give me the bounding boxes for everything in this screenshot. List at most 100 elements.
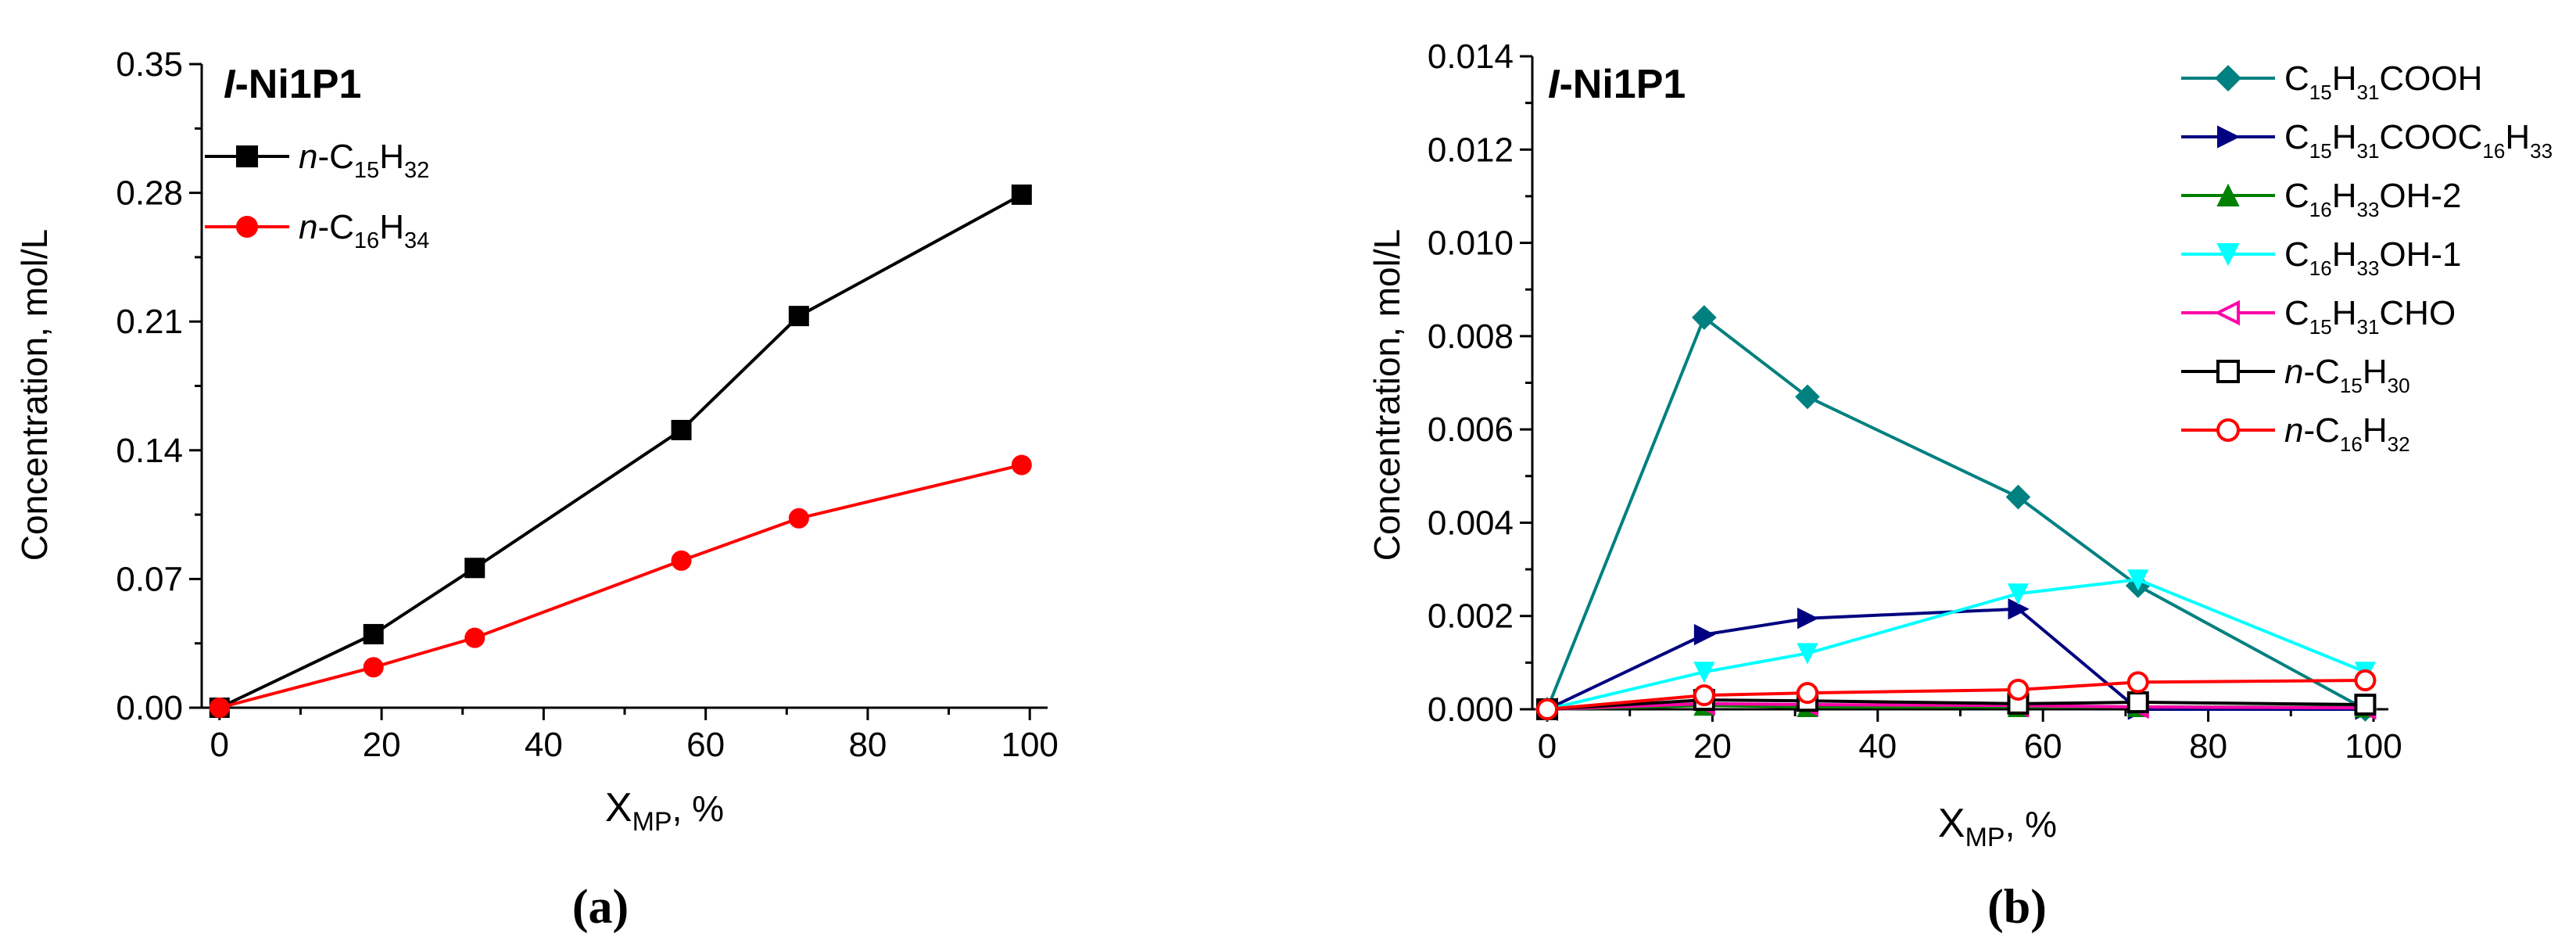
panel-b-y-tick-label: 0.010 (1428, 224, 1514, 263)
panel-b-legend-entry: C16H33OH-1 (2181, 235, 2462, 280)
panel-b-data-point (1693, 684, 1715, 707)
panel-b-data-point (1797, 643, 1818, 665)
panel-b-legend-entry: C16H33OH-2 (2181, 177, 2462, 221)
panel-b-data-point (1536, 698, 1559, 720)
panel-b-y-tick-label: 0.014 (1428, 38, 1514, 76)
panel-a-series-1 (209, 184, 1032, 718)
panel-b-x-tick-label: 60 (2024, 727, 2062, 766)
panel-a-legend-label: n-C16H34 (299, 208, 429, 253)
panel-a-x-tick-label: 0 (210, 726, 229, 764)
panel-a-data-point (363, 657, 384, 678)
panel-b-data-point (2354, 669, 2377, 692)
panel-b-series-line (1546, 314, 2366, 711)
panel-b-legend-label: n-C16H32 (2284, 411, 2410, 456)
panel-b-caption: (b) (1987, 881, 2047, 934)
panel-b-y-tick-label: 0.008 (1428, 317, 1514, 356)
panel-a: 0 20 40 60 80 100 0.00 0.07 0.14 0.21 0.28 0.35 n-C… (14, 45, 1059, 934)
panel-b-legend-marker (2216, 418, 2240, 442)
panel-b-legend-label: C16H33OH-1 (2284, 235, 2462, 280)
panel-b-legend-label: n-C15H30 (2284, 353, 2410, 397)
panel-b-legend-entry: C15H31COOC16H33 (2181, 118, 2553, 163)
panel-b-legend-marker (2217, 125, 2241, 149)
panel-a-data-point (671, 550, 692, 571)
panel-b-y-tick-label: 0.006 (1428, 411, 1514, 449)
panel-b-data-point (2126, 691, 2149, 714)
panel-b-series-line (1546, 607, 2366, 711)
panel-a-data-point (1011, 184, 1032, 205)
panel-b-legend-label: C16H33OH-2 (2284, 177, 2462, 221)
panel-b-data-point (1692, 305, 1717, 330)
panel-a-x-tick-label: 40 (525, 726, 563, 764)
panel-a-y-tick-label: 0.21 (116, 303, 183, 341)
panel-b-x-axis-title: XMP, % (1938, 801, 2057, 852)
panel-a-data-point (464, 627, 485, 648)
panel-b-legend-entry: n-C16H32 (2181, 411, 2410, 456)
panel-b-series-1 (1535, 305, 2378, 722)
panel-a-x-tick-label: 80 (848, 726, 887, 764)
panel-a-x-axis-title: XMP, % (605, 785, 724, 837)
panel-b-legend-label: C15H31COOH (2284, 59, 2482, 104)
panel-b-legend-marker (2216, 183, 2240, 206)
panel-a-legend-label: n-C15H32 (299, 138, 429, 183)
panel-b-series-line (1546, 701, 2366, 711)
panel-b-series-line (1546, 578, 2366, 711)
panel-b-legend-marker (2216, 360, 2240, 383)
panel-b-y-tick-label: 0.000 (1428, 691, 1514, 729)
panel-b-x-tick-label: 100 (2345, 727, 2402, 766)
panel-a-y-tick-label: 0.35 (116, 45, 183, 84)
panel-b-data-point (2126, 671, 2149, 694)
panel-a-x-tick-label: 20 (363, 726, 401, 764)
panel-a-data-point (464, 558, 485, 579)
panel-b-series (1534, 305, 2378, 722)
panel-a-x-tick-label: 60 (686, 726, 725, 764)
panel-b-series-2 (1537, 598, 2377, 720)
panel-a-title: I-Ni1P1 (224, 62, 361, 107)
panel-b-legend-marker (2214, 64, 2242, 92)
panel-b-y-axis-title: Concentration, mol/L (1367, 229, 1407, 561)
panel-b-legend-label: C15H31COOC16H33 (2284, 118, 2553, 163)
panel-b-series-7 (1536, 669, 2377, 720)
panel-a-data-point (788, 306, 809, 327)
panel-b-series-line (1546, 698, 2366, 711)
panel-b-data-point (2007, 678, 2030, 701)
panel-b-data-point (2127, 569, 2149, 591)
panel-a-series-line (218, 193, 1023, 709)
panel-a-data-point (671, 419, 692, 440)
panel-b-data-point (1693, 662, 1715, 683)
panel-b: 0 20 40 60 80 100 0.000 0.002 0.004 0.006 0.008 0.0… (1367, 38, 2553, 934)
panel-b-data-point (2005, 484, 2031, 510)
panel-b-x-tick-label: 20 (1693, 727, 1732, 766)
panel-b-legend-entry: C15H31CHO (2181, 294, 2456, 339)
panel-b-title: I-Ni1P1 (1548, 62, 1686, 107)
panel-b-axes: 0 20 40 60 80 100 0.000 0.002 0.004 0.006 0.008 0.0… (1428, 38, 2402, 766)
panel-b-legend-entry: n-C15H30 (2181, 353, 2410, 397)
panel-b-legend: C15H31COOH C15H31COOC16H33 C16H33OH-2 C16H3… (2181, 59, 2553, 456)
panel-a-series (209, 184, 1032, 718)
panel-b-legend-label: C15H31CHO (2284, 294, 2456, 339)
panel-a-series-2 (209, 454, 1032, 718)
panel-b-legend-marker (2214, 300, 2240, 326)
panel-a-y-tick-label: 0.14 (116, 432, 183, 470)
panel-a-legend-marker (236, 216, 258, 238)
panel-a-data-point (1011, 454, 1032, 475)
panel-b-y-tick-label: 0.004 (1428, 504, 1514, 542)
panel-b-legend-marker (2216, 243, 2240, 267)
panel-a-data-point (363, 623, 384, 644)
panel-a-legend-entry: n-C16H34 (205, 208, 429, 253)
panel-b-data-point (1796, 682, 1818, 705)
panel-a-data-point (209, 698, 230, 718)
panel-a-legend-entry: n-C15H32 (205, 138, 429, 183)
panel-b-data-point (2007, 583, 2030, 605)
panel-b-y-tick-label: 0.002 (1428, 597, 1514, 636)
panel-a-y-tick-label: 0.00 (116, 689, 183, 727)
panel-b-legend-entry: C15H31COOH (2181, 59, 2482, 104)
panel-b-series-line (1546, 679, 2366, 711)
panel-a-y-axis-title: Concentration, mol/L (14, 229, 55, 561)
panel-a-y-tick-label: 0.07 (116, 560, 183, 598)
panel-a-data-point (788, 508, 809, 529)
panel-a-series-line (219, 463, 1023, 709)
panel-a-legend: n-C15H32 n-C16H34 (205, 138, 429, 253)
panel-b-data-point (1795, 384, 1820, 410)
panel-b-data-point (2354, 694, 2377, 716)
